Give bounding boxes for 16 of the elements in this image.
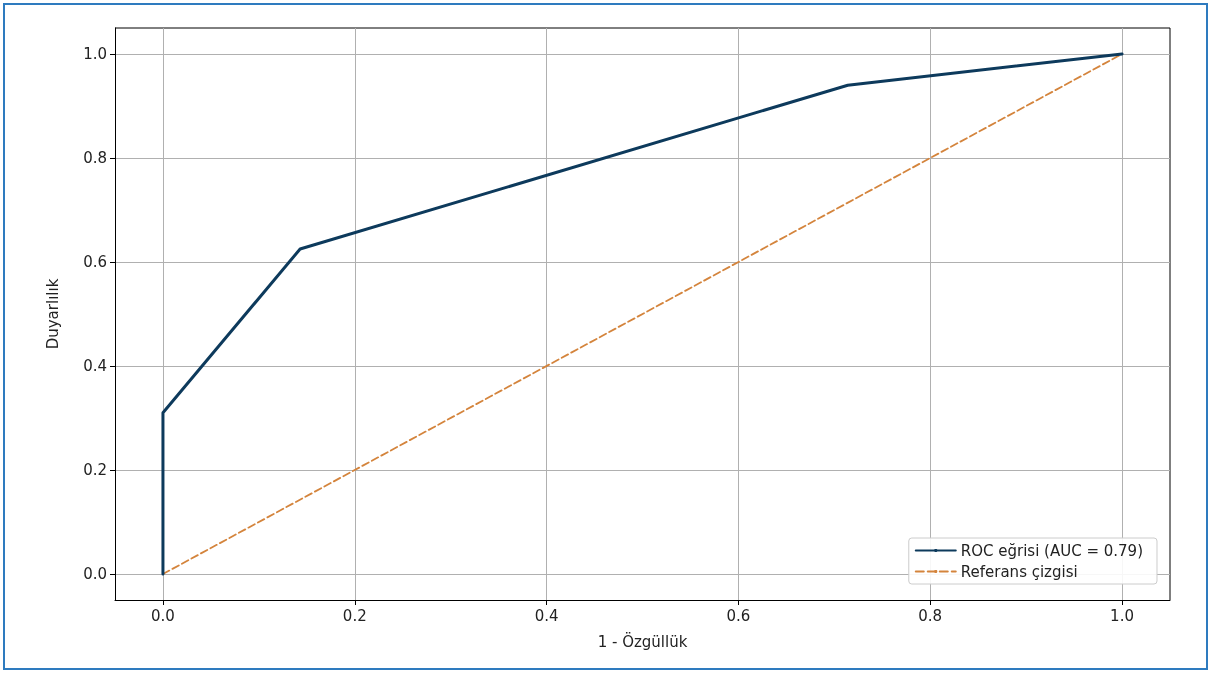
y-tick-label: 0.4 bbox=[83, 357, 107, 375]
y-tick-label: 0.0 bbox=[83, 565, 107, 583]
y-axis-title: Duyarlılık bbox=[43, 278, 62, 350]
x-tick-label: 0.8 bbox=[918, 606, 943, 625]
legend-label: Referans çizgisi bbox=[960, 562, 1078, 581]
y-tick-label: 0.8 bbox=[83, 149, 107, 167]
x-tick-label: 1.0 bbox=[1110, 606, 1134, 625]
x-tick-label: 0.2 bbox=[342, 606, 367, 625]
y-tick-label: 0.6 bbox=[83, 253, 107, 271]
y-tick-label: 0.2 bbox=[83, 461, 107, 479]
x-tick-label: 0.0 bbox=[151, 606, 175, 625]
x-axis-title: 1 - Özgüllük bbox=[597, 631, 688, 651]
x-tick-label: 0.4 bbox=[534, 606, 559, 625]
x-tick-label: 0.6 bbox=[726, 606, 751, 625]
y-tick-label: 1.0 bbox=[83, 45, 107, 63]
legend-label: ROC eğrisi (AUC = 0.79) bbox=[960, 541, 1144, 560]
